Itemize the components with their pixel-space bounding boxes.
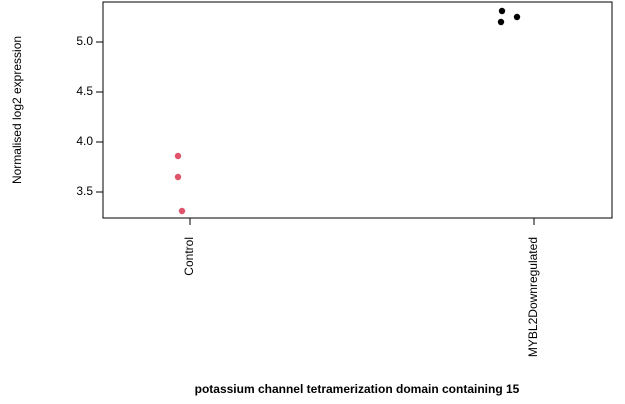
point: [178, 207, 186, 215]
point: [497, 18, 505, 26]
point: [513, 13, 521, 21]
x-tick-label: MYBL2Downregulated: [526, 237, 540, 357]
point: [174, 152, 182, 160]
y-axis-label: Normalised log2 expression: [10, 36, 24, 184]
x-axis-label: potassium channel tetramerization domain…: [195, 382, 520, 396]
y-tick-label: 4.0: [76, 134, 93, 148]
x-tick-label: Control: [182, 237, 196, 276]
point: [498, 7, 506, 15]
plot-box: [102, 1, 613, 219]
point: [174, 173, 182, 181]
y-tick-label: 3.5: [76, 184, 93, 198]
y-tick-label: 4.5: [76, 84, 93, 98]
y-tick-label: 5.0: [76, 34, 93, 48]
